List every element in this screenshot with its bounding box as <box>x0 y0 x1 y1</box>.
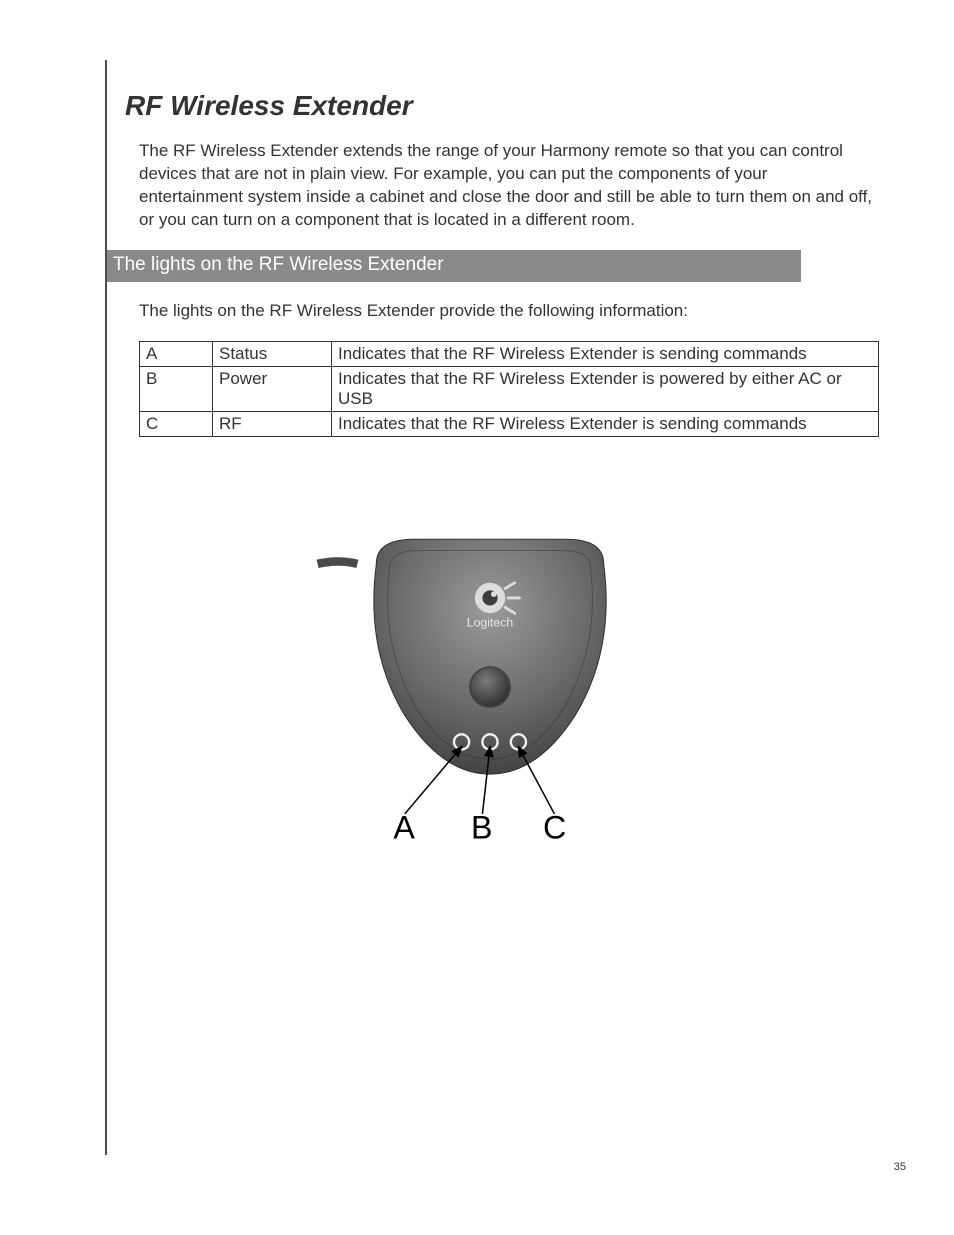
page-title: RF Wireless Extender <box>125 90 874 122</box>
left-margin-rule <box>105 60 107 1155</box>
brand-label: Logitech <box>466 615 513 629</box>
cell-desc: Indicates that the RF Wireless Extender … <box>332 366 879 411</box>
document-page: RF Wireless Extender The RF Wireless Ext… <box>0 0 954 1235</box>
cell-letter: B <box>140 366 213 411</box>
cell-letter: A <box>140 341 213 366</box>
intro-paragraph: The RF Wireless Extender extends the ran… <box>139 140 874 232</box>
cell-letter: C <box>140 411 213 436</box>
device-button <box>471 668 509 706</box>
page-number: 35 <box>894 1161 906 1173</box>
callout-letter-a: A <box>393 809 415 845</box>
cell-desc: Indicates that the RF Wireless Extender … <box>332 411 879 436</box>
lights-table: A Status Indicates that the RF Wireless … <box>139 341 879 437</box>
section-heading-bar: The lights on the RF Wireless Extender <box>105 250 801 282</box>
callout-letter-c: C <box>543 809 566 845</box>
device-cable <box>317 561 357 563</box>
cell-name: RF <box>213 411 332 436</box>
rf-extender-illustration: Logitech A B C <box>300 507 680 867</box>
callout-letter-b: B <box>471 809 492 845</box>
device-figure: Logitech A B C <box>300 507 680 872</box>
cell-name: Power <box>213 366 332 411</box>
cell-name: Status <box>213 341 332 366</box>
lights-intro-paragraph: The lights on the RF Wireless Extender p… <box>139 300 874 323</box>
device-body <box>373 539 605 774</box>
table-row: C RF Indicates that the RF Wireless Exte… <box>140 411 879 436</box>
table-row: B Power Indicates that the RF Wireless E… <box>140 366 879 411</box>
table-row: A Status Indicates that the RF Wireless … <box>140 341 879 366</box>
cell-desc: Indicates that the RF Wireless Extender … <box>332 341 879 366</box>
